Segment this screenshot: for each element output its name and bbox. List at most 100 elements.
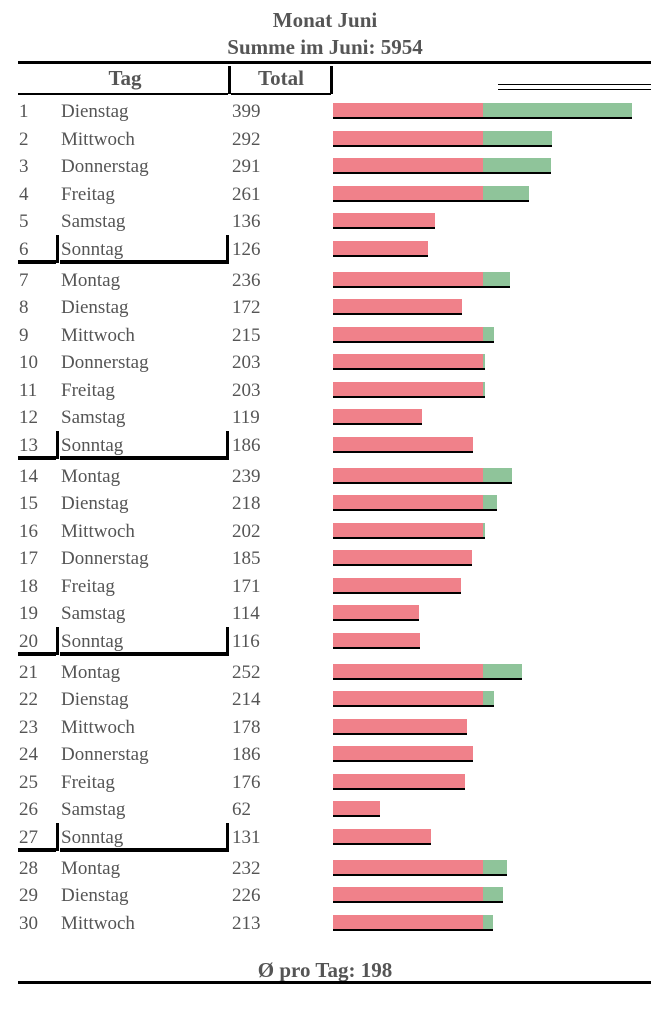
day-number: 30 [19,912,38,934]
weekday-label: Sonntag [61,826,124,848]
total-bar [333,495,497,511]
total-bar [333,354,486,370]
table-row: 29 Dienstag 226 [0,885,651,912]
total-value: 185 [232,548,261,569]
bar-base-segment [333,326,483,341]
total-bar [333,718,467,735]
bar-base-segment [333,467,483,482]
header-divider-1 [228,66,231,94]
table-row: 13 Sonntag 186 [0,435,651,462]
total-value: 215 [232,324,261,346]
day-number: 13 [19,434,38,456]
total-bar [333,859,507,876]
total-bar [333,746,473,762]
total-value: 292 [232,128,261,150]
bar-base-segment [333,522,483,537]
weekday-label: Mittwoch [61,716,135,738]
total-bar [333,887,503,903]
total-bar [333,773,465,790]
day-number: 6 [19,238,29,260]
table-row: 15 Dienstag 218 [0,493,651,520]
bar-excess-segment [483,859,507,874]
total-value: 119 [232,407,260,428]
total-value: 291 [232,156,261,177]
week-separator [18,651,56,656]
table-row: 22 Dienstag 214 [0,689,651,716]
total-value: 186 [232,434,261,456]
table-row: 10 Donnerstag 203 [0,352,651,379]
weekday-label: Freitag [61,771,115,793]
week-separator [60,259,229,264]
bar-base-segment [333,746,473,760]
weekday-label: Montag [61,269,121,291]
bar-base-segment [333,632,420,647]
week-separator [60,847,229,852]
bar-excess-segment [483,691,494,705]
total-bar [333,185,529,202]
table-row: 11 Freitag 203 [0,380,651,407]
bar-base-segment [333,299,462,313]
bar-base-segment [333,550,472,564]
bar-excess-segment [483,103,633,117]
day-number: 26 [19,799,38,820]
weekday-label: Dienstag [61,101,129,122]
weekday-label: Mittwoch [61,912,135,934]
day-number: 12 [19,407,38,428]
bar-base-segment [333,185,483,200]
day-number: 17 [19,548,38,569]
week-separator [18,847,56,852]
day-number: 21 [19,661,38,683]
table-row: 16 Mittwoch 202 [0,521,651,548]
scale-line-bottom [498,89,651,90]
table-row: 26 Samstag 62 [0,799,651,826]
bar-base-segment [333,354,483,368]
bar-base-segment [333,887,483,901]
table-row: 23 Mittwoch 178 [0,717,651,744]
table-row: 2 Mittwoch 292 [0,129,651,156]
total-bar [333,158,552,174]
scale-line-top [498,84,651,85]
day-number: 20 [19,630,38,652]
bar-base-segment [333,436,473,451]
weekday-label: Freitag [61,183,115,205]
weekday-label: Sonntag [61,238,124,260]
total-value: 172 [232,297,261,318]
weekday-label: Dienstag [61,885,129,906]
table-row: 30 Mittwoch 213 [0,913,651,940]
week-separator-tick [56,234,59,263]
day-number: 11 [19,379,38,401]
total-value: 62 [232,799,251,820]
table-row: 17 Donnerstag 185 [0,548,651,575]
day-number: 9 [19,324,29,346]
day-number: 25 [19,771,38,793]
bar-base-segment [333,158,483,172]
bar-base-segment [333,828,432,843]
weekday-label: Samstag [61,407,126,428]
week-separator [18,455,56,460]
bar-base-segment [333,605,419,619]
total-value: 239 [232,465,261,487]
weekday-label: Samstag [61,211,126,232]
total-bar [333,550,472,566]
weekday-label: Samstag [61,603,126,624]
weekday-label: Dienstag [61,493,129,514]
bar-base-segment [333,271,483,286]
total-value: 218 [232,493,261,514]
bar-base-segment [333,381,483,396]
bar-excess-segment [483,354,486,368]
table-row: 12 Samstag 119 [0,407,651,434]
day-number: 7 [19,269,29,291]
day-number: 22 [19,689,38,710]
bar-base-segment [333,663,483,678]
table-row: 4 Freitag 261 [0,184,651,211]
week-separator-tick [226,430,229,459]
bar-excess-segment [483,185,529,200]
total-bar [333,271,510,288]
total-value: 202 [232,520,261,542]
weekday-label: Mittwoch [61,520,135,542]
weekday-label: Donnerstag [61,744,149,765]
weekday-label: Dienstag [61,297,129,318]
total-bar [333,409,423,425]
bar-base-segment [333,773,465,788]
total-value: 126 [232,238,261,260]
